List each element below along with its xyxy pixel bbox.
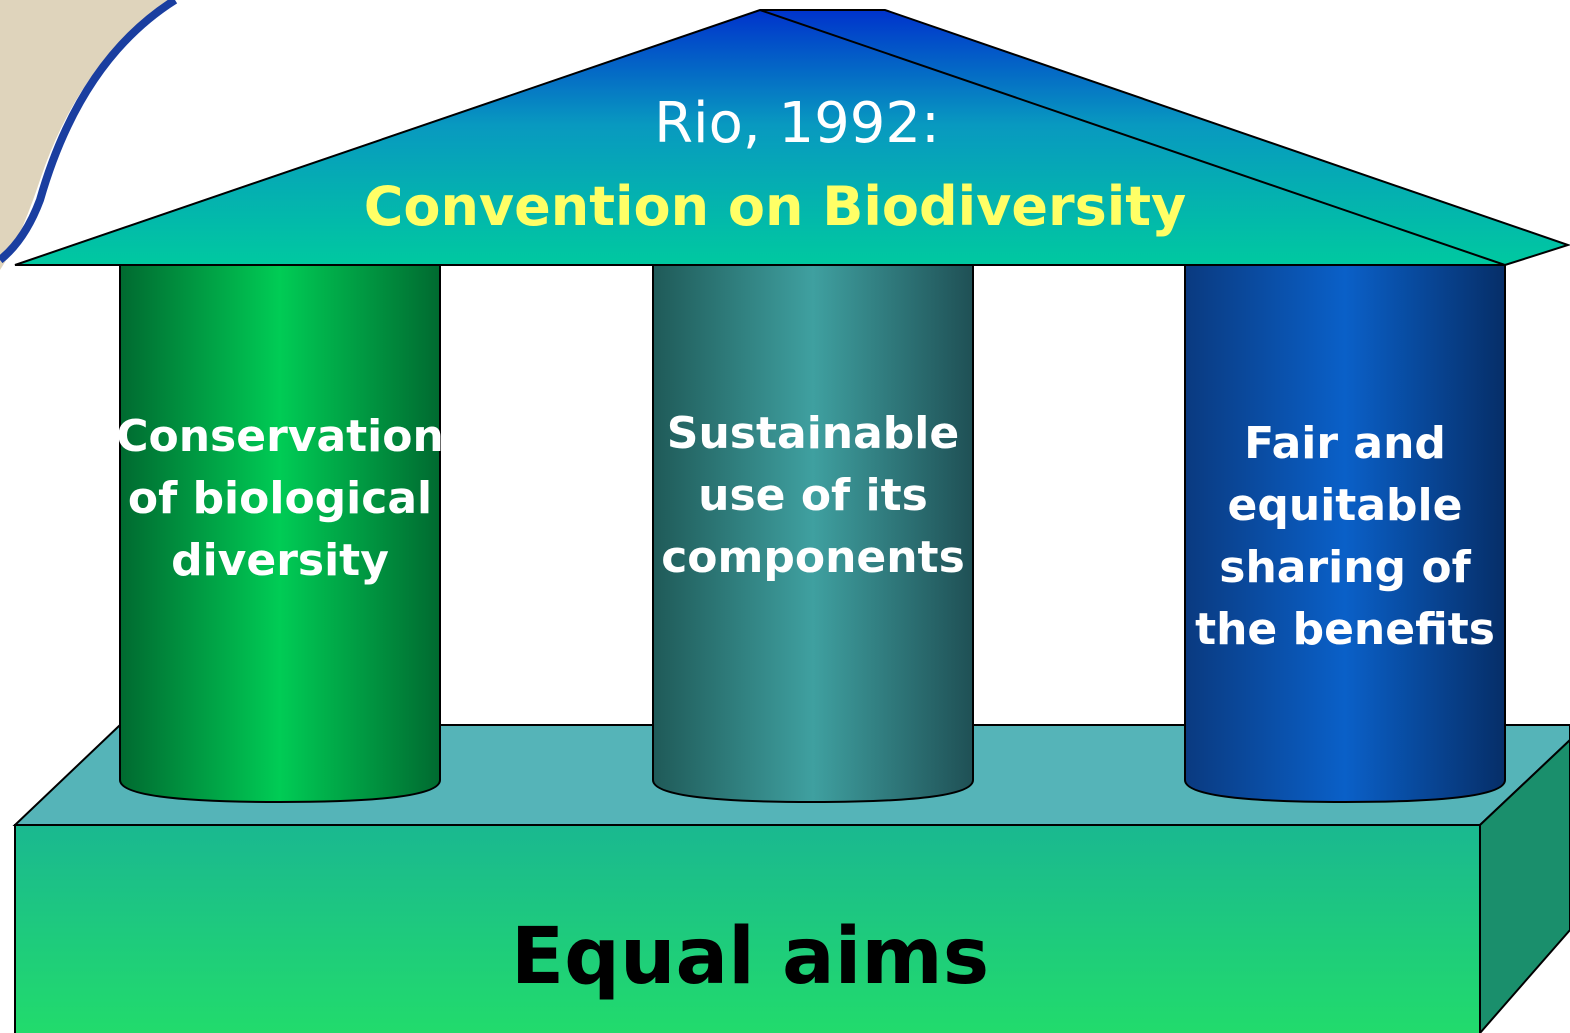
pillar bbox=[1185, 265, 1505, 802]
pillar-label: components bbox=[661, 532, 965, 583]
pillar-label: Sustainable bbox=[667, 408, 959, 459]
pillar-label: equitable bbox=[1228, 480, 1463, 531]
roof-subtitle: Convention on Biodiversity bbox=[364, 175, 1187, 238]
roof-title: Rio, 1992: bbox=[654, 91, 940, 156]
base-label: Equal aims bbox=[511, 912, 989, 1002]
pillar-label: sharing of bbox=[1219, 542, 1471, 593]
pillar-label: the benefits bbox=[1195, 604, 1495, 655]
pillar bbox=[120, 265, 440, 802]
pillar-label: Conservation bbox=[116, 411, 444, 462]
temple-diagram: Rio, 1992: Convention on Biodiversity Co… bbox=[0, 0, 1570, 1033]
pillar-label: diversity bbox=[171, 535, 389, 586]
pillar-label: of biological bbox=[128, 473, 432, 524]
pillar-label: use of its bbox=[698, 470, 928, 521]
page: Rio, 1992: Convention on Biodiversity Co… bbox=[0, 0, 1570, 1033]
pillar-label: Fair and bbox=[1244, 418, 1446, 469]
